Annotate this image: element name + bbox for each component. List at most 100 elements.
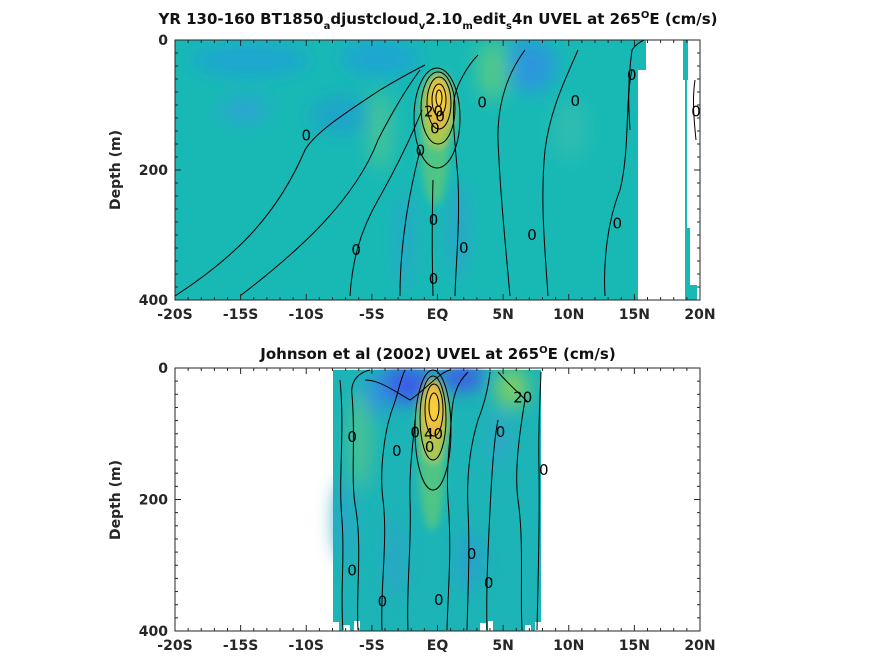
x-tick-label: 20N <box>684 307 715 323</box>
contour-label: 0 <box>539 461 549 479</box>
contour-label: 0 <box>429 211 439 229</box>
contour-label: 0 <box>378 592 388 610</box>
westward-patch-2c <box>360 375 390 415</box>
x-tick-label: -15S <box>223 307 258 323</box>
westward-patch-1d <box>220 96 270 124</box>
contour-label: 0 <box>429 270 439 288</box>
contour-line <box>497 371 529 403</box>
contour-line <box>466 371 491 631</box>
x-tick-label: 10N <box>553 638 584 654</box>
westward-patch-1b <box>340 40 420 76</box>
chart-panel-1: YR 130-160 BT1850adjustcloudv2.10medits4… <box>108 10 718 323</box>
contour-label: 0 <box>435 108 445 126</box>
contour-line <box>486 419 499 631</box>
x-tick-label: EQ <box>427 638 449 654</box>
chart-panel-2: Johnson et al (2002) UVEL at 265OE (cm/s… <box>108 345 716 654</box>
x-tick-label: 15N <box>619 638 650 654</box>
eastward-patch-2b <box>350 390 370 490</box>
contour-line <box>349 109 423 297</box>
contour-label: 0 <box>496 423 506 441</box>
contour-label: 0 <box>477 93 487 111</box>
x-tick-label: -5S <box>359 638 385 654</box>
contour-lines-2 <box>339 369 542 631</box>
x-tick-label: 10N <box>553 307 584 323</box>
contour-line <box>420 71 456 145</box>
y-axis-label-2: Depth (m) <box>108 460 124 540</box>
contour-label: 0 <box>410 423 420 441</box>
x-tick-label: -20S <box>157 638 192 654</box>
x-tick-label: 5N <box>492 307 513 323</box>
westward-tongue-1f <box>395 190 415 290</box>
contour-line <box>628 40 645 131</box>
contour-line <box>414 369 452 491</box>
westward-patch-1a <box>190 44 310 76</box>
contour-line <box>692 79 697 141</box>
contour-label: 0 <box>613 214 623 232</box>
x-tick-label: -5S <box>359 307 385 323</box>
eastward-tongue-1c <box>552 100 588 160</box>
heatmap-field-1 <box>175 40 700 300</box>
heatmap-field-2 <box>175 368 700 631</box>
x-tick-label: 15N <box>619 307 650 323</box>
contour-label: 20 <box>424 103 443 121</box>
eastward-patch-2c <box>490 410 510 470</box>
contour-label: 0 <box>434 591 444 609</box>
contour-line <box>351 369 371 631</box>
westward-patch-1c <box>504 40 556 92</box>
contour-label: 0 <box>416 142 426 160</box>
x-tick-label: EQ <box>427 307 449 323</box>
contour-line <box>435 89 443 107</box>
contour-label: 0 <box>301 127 311 145</box>
westward-patch-2d <box>335 480 355 560</box>
contour-line <box>426 76 452 130</box>
contour-line <box>381 369 406 631</box>
contour-label: 0 <box>467 545 477 563</box>
y-tick-label: 400 <box>139 624 168 640</box>
contour-lines-1 <box>175 40 697 297</box>
y-tick-label: 0 <box>158 33 168 49</box>
westward-patch-2b <box>440 368 484 390</box>
contour-line <box>413 67 461 169</box>
y-tick-label: 200 <box>139 163 168 179</box>
y-tick-label: 0 <box>158 361 168 377</box>
contour-line <box>542 49 579 297</box>
x-tick-label: 20N <box>684 638 715 654</box>
contour-label: 0 <box>392 442 402 460</box>
westward-patch-2f <box>385 520 405 600</box>
eastward-tongue-1a <box>477 40 509 100</box>
contour-label: 0 <box>347 428 357 446</box>
contour-label: 0 <box>351 241 361 259</box>
contour-line <box>424 383 444 437</box>
westward-patch-2e <box>456 530 484 590</box>
x-tick-label: 5N <box>492 638 513 654</box>
eastward-tongue-1b <box>368 90 392 170</box>
contour-line <box>399 149 421 297</box>
contour-label: 0 <box>627 66 637 84</box>
contour-label: 0 <box>459 239 469 257</box>
missing-data-notches-2 <box>333 621 541 631</box>
contour-label: 20 <box>513 389 532 407</box>
x-tick-label: -10S <box>289 638 324 654</box>
contour-line <box>452 54 479 297</box>
x-tick-label: -20S <box>157 307 192 323</box>
contour-line <box>431 83 447 117</box>
contour-line <box>419 375 447 461</box>
x-tick-label: -10S <box>289 307 324 323</box>
contour-line <box>239 69 421 297</box>
x-tick-label: -15S <box>223 638 258 654</box>
contour-label: 0 <box>691 103 701 121</box>
contour-label: 0 <box>571 92 581 110</box>
westward-patch-1e <box>310 95 370 135</box>
chart-title-1: YR 130-160 BT1850adjustcloudv2.10medits4… <box>157 10 717 32</box>
contour-line <box>407 419 416 631</box>
contour-label: 40 <box>424 425 443 443</box>
contour-line <box>497 49 526 297</box>
contour-line <box>339 379 344 631</box>
y-axis-label-1: Depth (m) <box>108 130 124 210</box>
contour-line <box>175 64 426 297</box>
contour-label: 0 <box>347 562 357 580</box>
contour-line <box>516 399 526 631</box>
